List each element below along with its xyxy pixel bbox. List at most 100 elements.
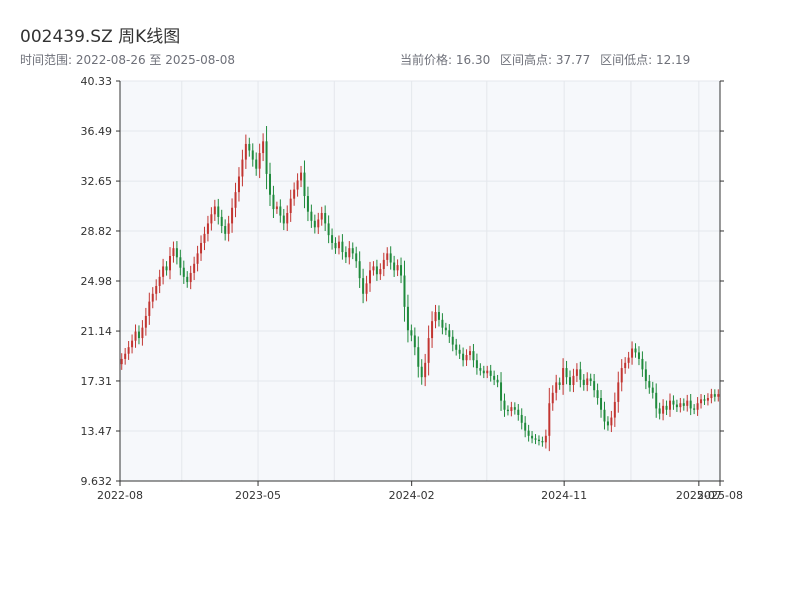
candle-body [641,358,644,370]
candle-body [582,379,585,385]
candle-body [506,409,509,412]
candle-body [548,403,551,436]
candle-body [131,340,134,348]
candle-body [624,362,627,369]
candle-body [655,392,658,409]
candle-body [634,348,637,353]
candle-body [700,399,703,404]
candle-body [496,379,499,383]
candle-body [565,368,568,378]
candle-body [696,403,699,410]
price-stats: 当前价格: 16.30 区间高点: 37.77 区间低点: 12.19 [400,51,696,68]
candle-body [637,352,640,359]
candle-body [203,233,206,243]
candle-body [627,357,630,363]
x-tick-label: 2023-05 [235,489,281,502]
candle-body [196,253,199,264]
candle-body [331,235,334,243]
candle-body [362,278,365,294]
candle-body [169,255,171,271]
candle-body [293,189,296,199]
candle-body [134,331,137,341]
candle-body [200,242,203,254]
candle-body [182,267,185,277]
candle-body [127,347,130,354]
current-price-text: 当前价格: 16.30 [400,53,491,67]
candle-body [300,172,303,181]
x-tick-label: 2025-07 [676,489,722,502]
candle-body [686,400,689,406]
candle-body [386,253,389,260]
candle-body [365,283,368,294]
candle-body [151,293,154,302]
candle-body [358,261,361,279]
y-tick-label: 24.98 [81,275,113,288]
candle-body [275,206,278,210]
candle-body [713,394,716,397]
candle-body [482,370,485,374]
candle-body [603,409,606,422]
candle-body [475,360,478,369]
candle-body [675,404,678,408]
candle-body [317,219,320,228]
candle-body [355,253,358,262]
candle-body [248,143,251,151]
candle-body [572,375,575,385]
candle-body [279,206,282,216]
candle-body [303,172,306,197]
range-low-text: 区间低点: 12.19 [600,53,691,67]
candle-body [558,382,561,385]
candle-body [600,398,603,410]
candle-body [413,335,416,348]
candle-body [372,266,375,271]
candle-body [403,275,406,307]
candle-body [427,338,430,363]
candle-body [137,331,140,339]
candle-body [493,375,496,380]
chart-title: 002439.SZ 周K线图 [20,27,181,47]
candle-body [120,358,123,365]
candle-body [393,262,396,271]
candle-body [296,180,299,190]
candle-body [441,319,444,328]
candle-body [544,435,547,443]
candle-body [420,366,423,378]
candle-body [165,266,168,271]
candle-body [186,276,189,283]
x-tick-label: 2025-08 [697,489,743,502]
candle-body [706,398,709,401]
candle-body [272,194,275,210]
candle-body [269,173,271,195]
candle-body [334,242,337,249]
candle-body [434,312,437,322]
candle-body [324,212,327,224]
candle-body [665,405,668,410]
candle-body [237,176,240,193]
candle-body [341,241,344,253]
candle-body [669,400,671,410]
candle-body [682,403,685,406]
candle-body [265,141,268,174]
y-tick-label: 17.31 [81,375,113,388]
candle-body [193,263,196,273]
candle-body [282,215,285,224]
candle-body [617,382,620,402]
candle-body [575,369,578,376]
candle-body [406,306,409,331]
candle-body [596,390,599,399]
candle-body [179,257,182,268]
candle-body [486,370,489,374]
candle-body [213,206,216,215]
x-tick-label: 2024-02 [389,489,435,502]
candle-body [306,196,309,212]
candle-body [648,381,651,388]
candle-body [258,153,261,169]
candle-body [534,438,537,440]
candle-body [662,405,665,414]
candle-body [589,378,592,382]
candle-body [437,312,440,320]
candle-body [527,430,530,436]
x-tick-label: 2024-11 [541,489,587,502]
candle-body [351,248,354,254]
